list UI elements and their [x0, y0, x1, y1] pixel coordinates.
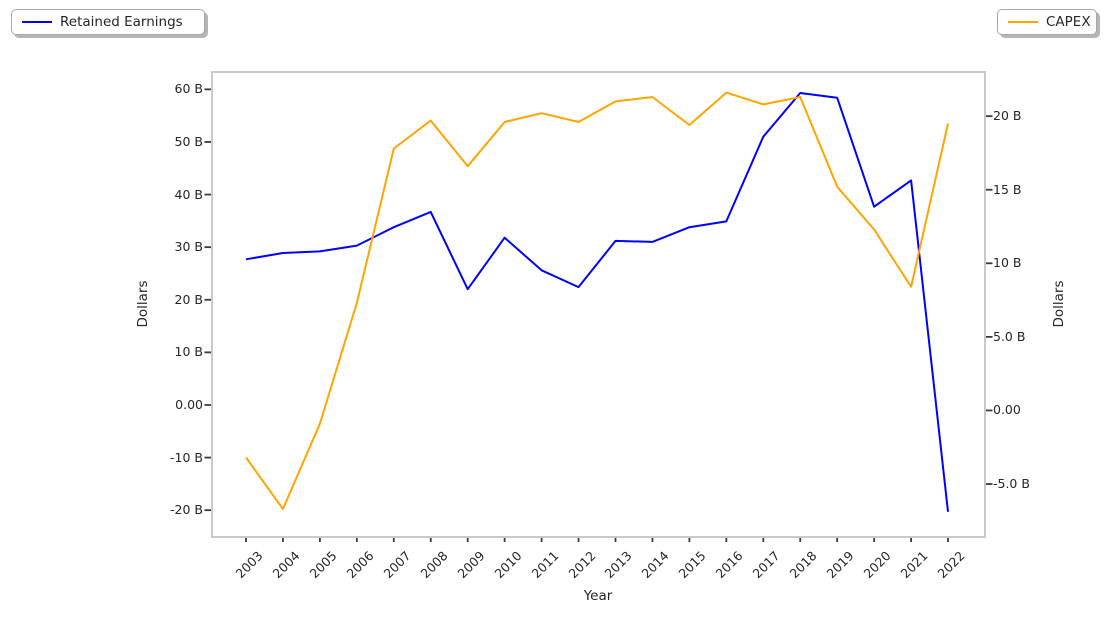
y-axis-label-left: Dollars [135, 280, 151, 328]
y-right-tick-label: -5.0 B [993, 476, 1030, 492]
series-line-capex [245, 91, 949, 510]
y-left-tick-label: 30 B [174, 239, 203, 255]
legend-box-retained-earnings: Retained Earnings [11, 9, 205, 35]
retained-earnings-line-swatch [22, 21, 52, 23]
series-line-retained-earnings [245, 92, 949, 512]
legend-box-capex: CAPEX [997, 9, 1097, 35]
y-left-tick-label: 20 B [174, 291, 203, 307]
legend-label-capex: CAPEX [1046, 14, 1091, 30]
y-left-tick-label: 60 B [174, 81, 203, 97]
y-right-tick-label: 20 B [993, 108, 1022, 124]
plot-frame [211, 71, 986, 538]
y-left-tick-label: 0.00 [175, 396, 203, 412]
legend-label-retained-earnings: Retained Earnings [60, 14, 183, 30]
y-left-tick-label: 50 B [174, 133, 203, 149]
y-left-tick-label: -20 B [170, 502, 203, 518]
y-right-tick-label: 0.00 [993, 402, 1021, 418]
y-left-tick-label: 40 B [174, 186, 203, 202]
y-axis-label-right: Dollars [1051, 280, 1067, 328]
y-left-tick-label: 10 B [174, 344, 203, 360]
y-right-tick-label: 10 B [993, 255, 1022, 271]
x-axis-label: Year [583, 588, 613, 604]
capex-line-swatch [1008, 21, 1038, 23]
y-right-tick-label: 15 B [993, 181, 1022, 197]
y-right-tick-label: 5.0 B [993, 328, 1026, 344]
y-left-tick-label: -10 B [170, 449, 203, 465]
